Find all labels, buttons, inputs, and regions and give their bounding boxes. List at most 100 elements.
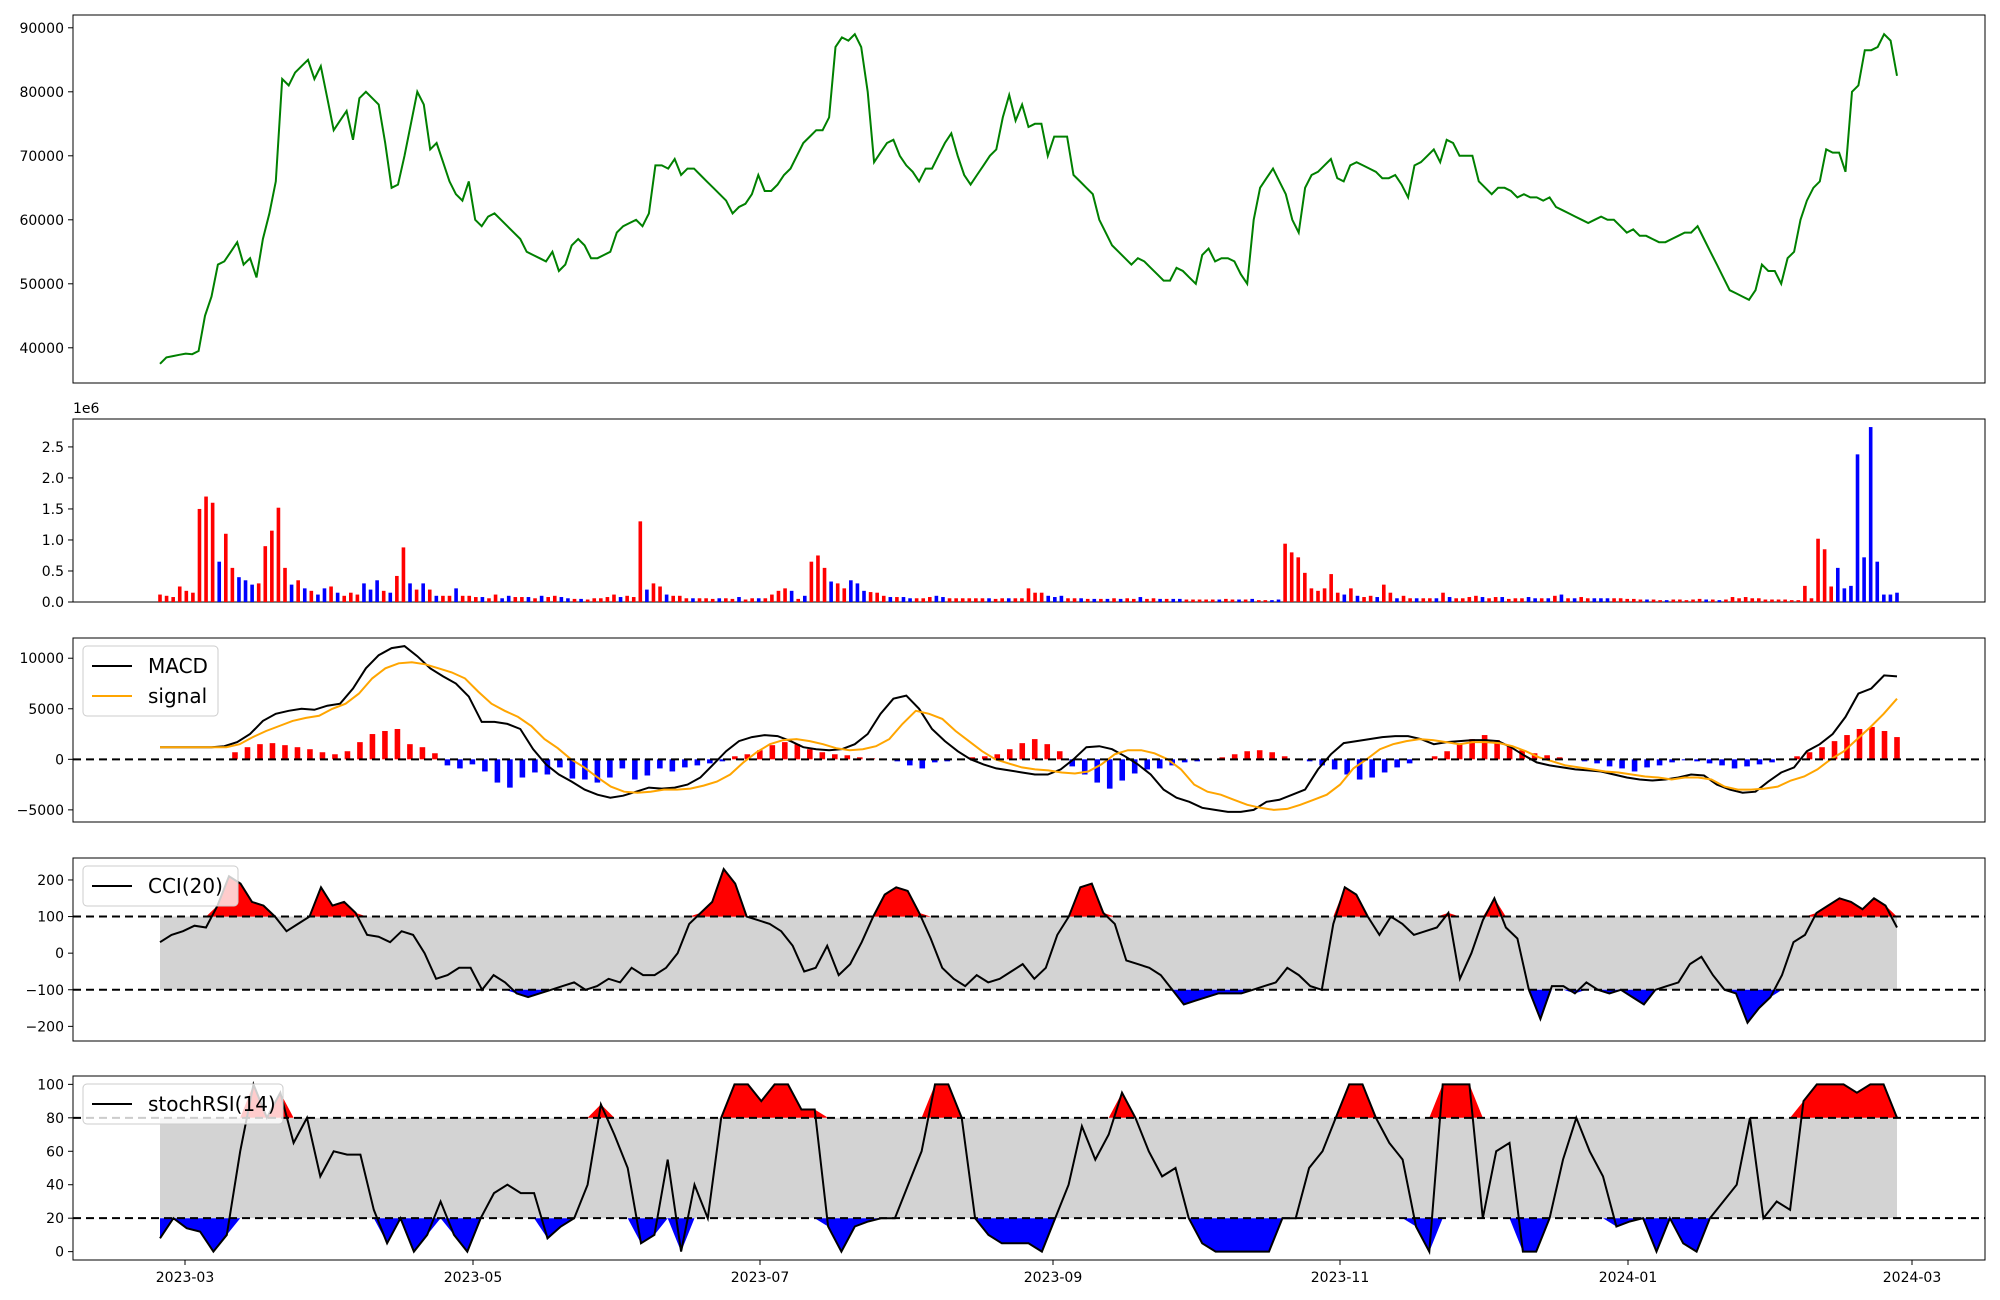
volume-bar (1737, 598, 1741, 602)
macd-histogram-bar (1356, 759, 1363, 780)
volume-bar (967, 598, 972, 602)
macd-histogram-bar (682, 759, 688, 768)
volume-bar (737, 597, 741, 602)
macd-histogram-bar (1094, 759, 1101, 783)
macd-histogram-bar (1194, 759, 1200, 762)
volume-bar (1822, 549, 1827, 602)
volume-bar (921, 598, 926, 602)
volume-bar (223, 533, 228, 602)
volume-bar (809, 561, 814, 602)
macd-histogram-bar (644, 759, 651, 776)
volume-bar (1421, 598, 1426, 602)
macd-histogram-bar (944, 759, 951, 762)
volume-bar (664, 594, 669, 602)
macd-histogram-bar (444, 759, 451, 766)
volume-bar (835, 583, 840, 602)
macd-histogram-bar (407, 744, 413, 760)
macd-histogram-bar (1706, 759, 1713, 764)
x-tick-label: 2023-03 (156, 1270, 215, 1286)
volume-bar (1612, 598, 1616, 602)
macd-histogram-bar (1681, 759, 1688, 761)
volume-bar (283, 567, 287, 602)
volume-bar (934, 595, 939, 602)
volume-bar (204, 496, 208, 602)
y-tick-label: 2.5 (42, 440, 64, 456)
volume-bar (559, 597, 564, 602)
volume-bar (513, 597, 518, 602)
volume-bar (1533, 598, 1537, 602)
volume-bar (1204, 599, 1208, 602)
volume-bar (572, 598, 577, 602)
volume-bar (849, 580, 853, 602)
volume-bar (454, 588, 458, 602)
macd-histogram-bar (244, 747, 251, 760)
macd-histogram-bar (981, 756, 988, 760)
volume-bar (1645, 599, 1649, 602)
macd-histogram-bar (232, 752, 238, 760)
volume-bar (875, 592, 879, 602)
volume-bar (1428, 598, 1432, 602)
volume-bar (1796, 600, 1801, 602)
volume-bar (395, 575, 399, 602)
volume-bar (1303, 572, 1307, 602)
y-tick-label: 90000 (19, 21, 64, 37)
macd-histogram-bar (1856, 728, 1863, 760)
macd-histogram-bar (1744, 759, 1750, 767)
macd-histogram-bar (1544, 755, 1550, 760)
volume-bar (335, 592, 340, 602)
macd-histogram-bar (1369, 759, 1375, 778)
cci-panel: −200 −100 0 100 200 CCI(20) (26, 857, 1986, 1042)
volume-bar (1638, 599, 1643, 602)
macd-histogram-bar (1769, 759, 1775, 763)
macd-histogram-bar (419, 747, 426, 760)
volume-bar (1605, 598, 1610, 602)
macd-histogram-bar (457, 759, 463, 769)
macd-histogram-bar (1281, 756, 1288, 760)
volume-bar (1480, 597, 1485, 602)
volume-bar (322, 588, 327, 602)
macd-histogram-bar (844, 755, 851, 760)
macd-histogram-bar (1794, 756, 1800, 760)
macd-histogram-bar (494, 759, 501, 783)
macd-histogram-bar (382, 731, 388, 760)
volume-bar (599, 598, 603, 602)
volume-bar (1270, 600, 1274, 602)
macd-histogram-bar (507, 759, 513, 788)
volume-bar (1441, 592, 1445, 602)
x-tick-label: 2023-05 (444, 1270, 503, 1286)
volume-bar (414, 589, 419, 602)
volume-bar (1684, 600, 1689, 602)
volume-bar (1842, 588, 1847, 602)
volume-bar (842, 588, 847, 602)
macd-histogram-bar (332, 754, 338, 760)
volume-bar (1289, 552, 1294, 602)
volume-bar (1355, 595, 1360, 602)
volume-bar (500, 598, 504, 602)
volume-bar (1296, 557, 1301, 602)
volume-bar (579, 598, 583, 602)
macd-histogram-bar (344, 751, 351, 760)
volume-bar (1388, 592, 1393, 602)
macd-line (160, 645, 1898, 813)
price-axes-frame (72, 14, 1986, 384)
y-tick-label: 200 (37, 873, 64, 889)
macd-histogram-bar (1469, 739, 1475, 760)
volume-bar (1816, 538, 1820, 602)
volume-bar (566, 598, 570, 602)
volume-bar (1046, 595, 1051, 602)
volume-bar (888, 597, 893, 602)
volume-bar (980, 598, 985, 602)
macd-histogram-bar (1394, 759, 1400, 768)
macd-histogram-bar (1131, 759, 1138, 774)
volume-bar (1447, 597, 1452, 602)
volume-bar (401, 547, 406, 602)
macd-histogram-bar (719, 759, 726, 762)
volume-bar (381, 590, 386, 602)
volume-bar (651, 583, 656, 602)
volume-bar (710, 598, 715, 602)
macd-histogram-bar (1156, 759, 1163, 769)
volume-bar (1868, 427, 1873, 602)
volume-bar (520, 597, 524, 602)
macd-histogram-bar (1181, 759, 1188, 763)
volume-bar (822, 567, 827, 602)
